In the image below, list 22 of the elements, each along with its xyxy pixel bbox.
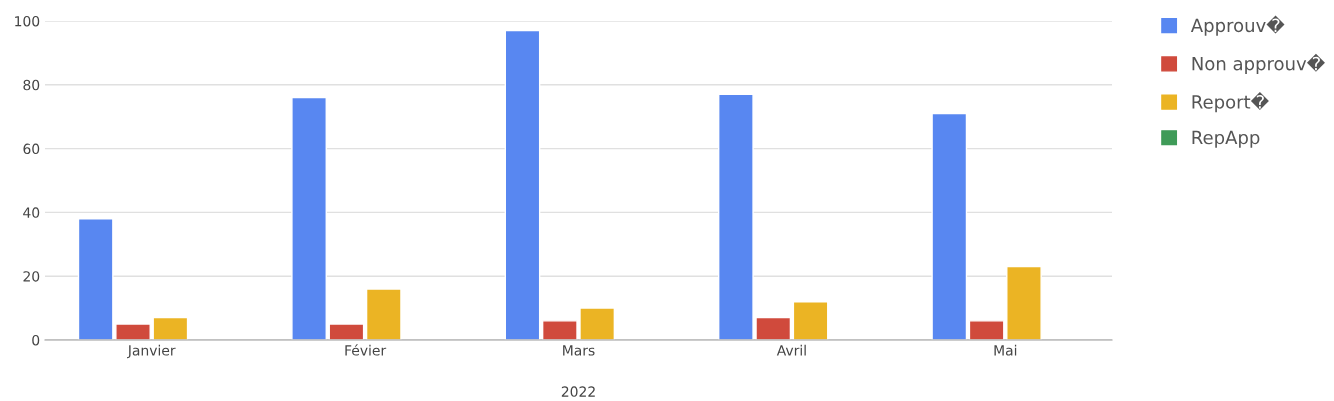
legend-label: Non approuv�: [1192, 53, 1325, 74]
y-tick-label: 100: [15, 15, 40, 27]
x-tick-label: Févier: [345, 344, 387, 356]
bar: [328, 323, 365, 340]
x-axis-title: 2022: [561, 386, 595, 397]
x-tick-label: Janvier: [127, 344, 176, 359]
x-tick-label: Mars: [563, 345, 595, 356]
x-tick-label: Mai: [994, 344, 1017, 356]
bar: [931, 112, 968, 340]
y-tick-label: 40: [23, 207, 40, 218]
legend-label: RepApp: [1192, 130, 1260, 148]
bar: [291, 96, 327, 340]
y-tick-label: 0: [32, 334, 40, 346]
legend-label: Approuv�: [1190, 15, 1285, 36]
x-tick-label: Avril: [776, 344, 806, 356]
bar: [365, 288, 402, 340]
bar: [792, 301, 829, 340]
legend-label: Report�: [1192, 92, 1269, 113]
y-tick-label: 60: [23, 143, 40, 155]
bar: [504, 29, 541, 340]
y-tick-label: 20: [23, 271, 40, 282]
y-tick-label: 80: [23, 79, 40, 91]
